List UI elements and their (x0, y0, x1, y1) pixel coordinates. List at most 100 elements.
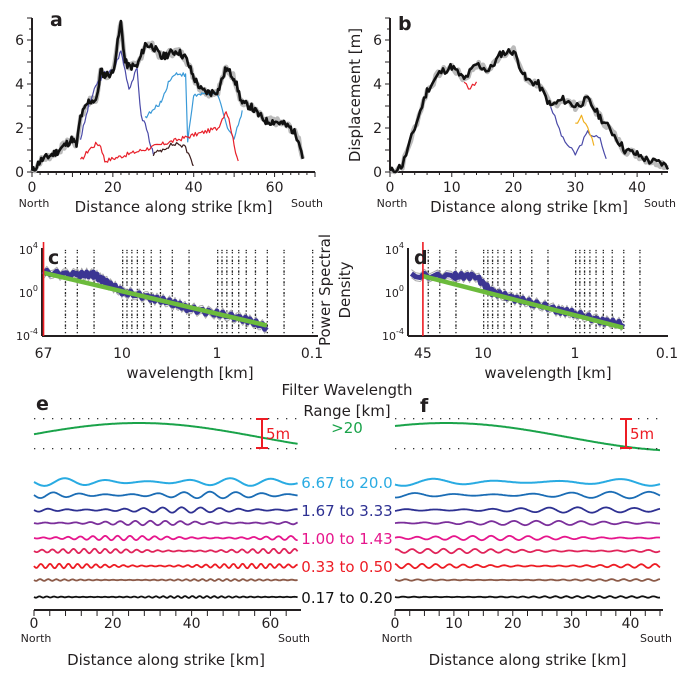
c-grid-dot (245, 259, 247, 261)
d-grid-dot (531, 316, 533, 319)
c-grid-dot (238, 303, 240, 306)
c-grid-dot (266, 284, 268, 286)
c-grid-dot (221, 282, 223, 284)
d-grid-dot (583, 288, 586, 291)
d-grid-dot (519, 316, 521, 319)
c-grid-dot (143, 331, 145, 334)
d-grid-dot (579, 252, 581, 254)
d-grid-dot (611, 302, 613, 305)
e-reference-dot (196, 418, 198, 420)
c-grid-dot (136, 249, 139, 252)
f-reference-dot (548, 448, 550, 450)
c-grid-dot (150, 324, 152, 326)
d-grid-dot (483, 316, 485, 319)
c-grid-dot (245, 292, 247, 294)
c-grid-dot (136, 273, 139, 275)
c-grid-dot (266, 252, 268, 254)
d-grid-dot (487, 302, 489, 305)
f-reference-dot (584, 448, 586, 450)
c-grid-dot (131, 270, 133, 272)
c-grid-dot (188, 270, 190, 272)
c-grid-dot (245, 273, 247, 275)
d-grid-dot (531, 267, 533, 269)
d-grid-dot (497, 273, 499, 275)
e-reference-dot (97, 448, 99, 450)
d-grid-dot (439, 306, 441, 308)
d-grid-dot (589, 259, 591, 261)
d-grid-dot (487, 316, 489, 319)
c-grid-dot (171, 259, 173, 261)
d-grid-dot (510, 256, 512, 258)
c-grid-dot (136, 303, 139, 306)
c-grid-dot (171, 331, 173, 334)
e-reference-dot (241, 418, 243, 420)
d-grid-dot (595, 310, 597, 312)
a-x-axis-label: Distance along strike [km] (75, 198, 273, 216)
d-grid-dot (427, 302, 429, 305)
c-x-axis-label: wavelength [km] (126, 364, 253, 382)
d-grid-dot (575, 259, 577, 261)
d-grid-dot (483, 270, 485, 272)
d-grid-dot (547, 249, 549, 252)
d-grid-dot (427, 316, 429, 319)
c-grid-dot (283, 267, 285, 269)
d-grid-dot (583, 249, 586, 252)
d-grid-dot (487, 314, 489, 316)
f-x-tick-label: 10 (445, 616, 463, 632)
c-grid-dot (131, 325, 133, 327)
c-grid-dot (143, 325, 145, 327)
d-grid-dot (547, 259, 549, 261)
d-grid-dot (611, 271, 613, 273)
c-grid-dot (312, 270, 314, 272)
d-grid-dot (503, 259, 505, 261)
e-band-trace (33, 506, 298, 514)
c-grid-dot (245, 270, 247, 272)
d-grid-dot (595, 302, 597, 305)
d-grid-dot (531, 252, 533, 254)
d-grid-dot (531, 310, 533, 312)
f-reference-dot (458, 448, 460, 450)
c-grid-dot (122, 282, 124, 284)
c-grid-dot (221, 292, 223, 294)
d-grid-dot (503, 249, 505, 252)
d-grid-dot (531, 259, 533, 261)
c-grid-dot (254, 314, 257, 316)
c-grid-dot (171, 327, 173, 329)
c-grid-dot (171, 256, 173, 258)
c-grid-dot (266, 306, 268, 308)
c-grid-dot (136, 299, 139, 301)
e-reference-dot (97, 418, 99, 420)
c-x-tick-label: 1 (213, 346, 222, 362)
d-grid-dot (503, 302, 505, 305)
c-grid-dot (188, 324, 190, 326)
e-reference-dot (295, 418, 297, 420)
c-grid-dot (238, 295, 240, 297)
d-grid-dot (602, 267, 604, 269)
c-grid-dot (312, 295, 314, 297)
d-grid-dot (519, 260, 521, 262)
c-grid-dot (217, 281, 219, 283)
e-band-label: 0.17 to 0.20 (301, 589, 392, 607)
c-grid-dot (221, 260, 223, 262)
d-grid-dot (497, 256, 499, 258)
d-grid-dot (487, 262, 489, 265)
e-reference-dot (115, 418, 117, 420)
c-grid-dot (221, 288, 223, 291)
c-grid-dot (266, 271, 268, 273)
d-grid-dot (595, 306, 597, 308)
d-grid-dot (583, 260, 586, 262)
d-grid-dot (639, 262, 641, 265)
d-grid-dot (583, 295, 586, 297)
e-reference-dot (214, 418, 216, 420)
d-grid-dot (579, 273, 581, 275)
d-grid-dot (439, 249, 441, 252)
c-grid-dot (217, 295, 219, 297)
d-grid-dot (611, 262, 613, 265)
f-reference-dot (503, 418, 505, 420)
d-grid-dot (547, 277, 549, 280)
d-grid-dot (439, 313, 441, 315)
b-x-axis-label: Distance along strike [km] (430, 198, 628, 216)
c-grid-dot (231, 282, 234, 284)
c-grid-dot (283, 299, 285, 301)
d-grid-dot (519, 270, 521, 272)
